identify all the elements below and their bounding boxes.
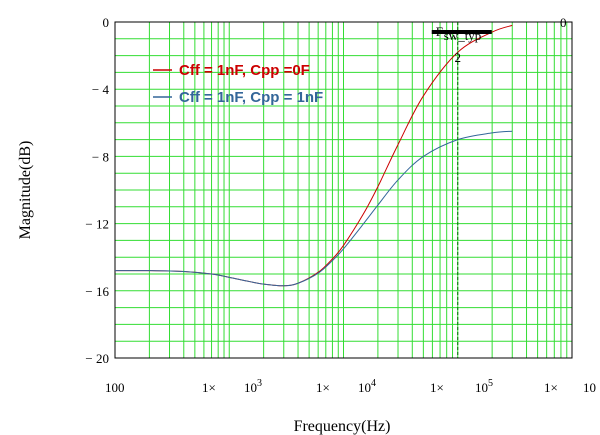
x-tick-label: 100 bbox=[105, 380, 125, 395]
legend-label-series-2: Cff = 1nF, Cpp = 1nF bbox=[179, 89, 323, 106]
y-tick-label: − 8 bbox=[92, 149, 109, 164]
fsw-marker-label: F bbox=[436, 24, 443, 39]
x-tick-label: 1× bbox=[430, 380, 444, 395]
y-tick-labels: 0 − 4 − 8 − 12 − 16 − 20 bbox=[85, 15, 109, 366]
y-tick-label: − 4 bbox=[92, 82, 110, 97]
series-lines bbox=[114, 24, 513, 287]
x-tick-label: 1× bbox=[316, 380, 330, 395]
series-line-2 bbox=[114, 130, 513, 287]
legend: Cff = 1nF, Cpp =0F Cff = 1nF, Cpp = 1nF bbox=[153, 62, 323, 106]
x-tick-label: 1× bbox=[202, 380, 216, 395]
y-tick-label: − 20 bbox=[85, 351, 109, 366]
legend-label-series-1: Cff = 1nF, Cpp =0F bbox=[179, 62, 310, 79]
x-tick-label: 10 bbox=[583, 380, 596, 395]
x-axis-label: Frequency(Hz) bbox=[294, 418, 391, 435]
grid bbox=[115, 21, 572, 358]
y-tick-label: − 16 bbox=[85, 284, 109, 299]
x-tick-labels: 100 1× 103 1× 104 1× 105 1× 10 bbox=[105, 378, 596, 395]
fsw-marker-divisor: 2 bbox=[455, 50, 462, 65]
plot-frame bbox=[114, 21, 573, 359]
x-tick-label: 1× bbox=[544, 380, 558, 395]
y-tick-label: − 12 bbox=[85, 217, 109, 232]
x-tick-label: 104 bbox=[358, 378, 376, 395]
x-tick-label: 103 bbox=[244, 378, 262, 395]
y-axis-label: Magnitude(dB) bbox=[17, 141, 34, 240]
right-axis-top-label: 0 bbox=[560, 15, 567, 30]
y-tick-label: 0 bbox=[103, 15, 110, 30]
fsw-marker-subscript: sw_typ bbox=[444, 28, 482, 43]
x-tick-label: 105 bbox=[475, 378, 493, 395]
